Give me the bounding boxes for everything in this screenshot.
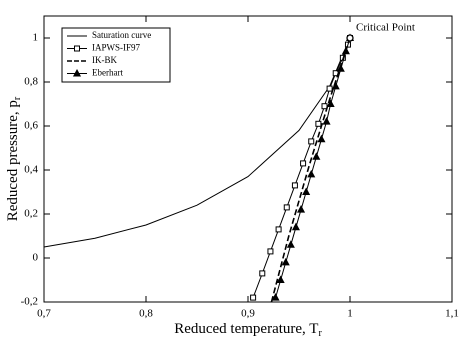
series-line xyxy=(270,37,351,303)
critical-point xyxy=(346,34,354,42)
series-line xyxy=(275,37,351,298)
x-tick-label: 0,9 xyxy=(241,308,255,320)
triangle-marker xyxy=(317,134,326,143)
x-tick-label: 1 xyxy=(347,308,353,320)
square-marker xyxy=(250,294,257,301)
legend-label: IK-BK xyxy=(92,55,117,65)
triangle-marker xyxy=(276,275,285,283)
triangle-marker xyxy=(281,257,290,266)
y-tick-label: 1 xyxy=(33,32,39,44)
x-axis-label-sub: r xyxy=(318,328,322,339)
y-axis-label: Reduced pressure, pr xyxy=(5,96,23,221)
square-marker xyxy=(291,182,298,189)
triangle-marker xyxy=(302,187,311,195)
x-tick-label: 1,1 xyxy=(445,308,459,320)
triangle-marker xyxy=(341,46,350,55)
triangle-marker xyxy=(307,169,316,178)
square-marker xyxy=(283,204,290,211)
triangle-marker xyxy=(322,117,331,125)
y-axis-label-sub: r xyxy=(12,96,23,100)
triangle-marker xyxy=(331,81,340,90)
square-marker xyxy=(267,248,274,255)
triangle-marker xyxy=(297,205,306,213)
legend-label: Saturation curve xyxy=(92,30,151,40)
series-line xyxy=(43,37,351,248)
x-axis-label: Reduced temperature, Tr xyxy=(174,321,322,339)
triangle-marker xyxy=(286,240,295,248)
y-tick-label: -0,2 xyxy=(21,296,38,308)
square-marker xyxy=(74,45,80,52)
y-tick-label: 0,2 xyxy=(24,208,38,220)
series-line xyxy=(252,37,351,298)
square-marker xyxy=(326,85,333,92)
triangle-marker xyxy=(326,99,335,107)
square-marker xyxy=(315,120,322,127)
triangle-marker xyxy=(72,68,82,77)
y-tick-label: 0,4 xyxy=(24,164,38,176)
legend-label: IAPWS-IF97 xyxy=(92,43,141,53)
triangle-marker xyxy=(336,64,345,72)
triangle-marker xyxy=(271,293,280,301)
legend-label: Eberhart xyxy=(92,68,123,78)
square-marker xyxy=(259,270,266,277)
x-axis-label-text: Reduced temperature, T xyxy=(174,321,318,337)
x-tick-label: 0,7 xyxy=(37,308,51,320)
triangle-marker xyxy=(312,152,321,160)
square-marker xyxy=(275,226,282,233)
triangle-marker xyxy=(291,222,300,231)
y-tick-label: 0 xyxy=(33,252,39,264)
y-tick-label: 0,8 xyxy=(24,76,38,88)
square-marker xyxy=(308,138,315,145)
critical-point-label: Critical Point xyxy=(356,22,415,34)
y-tick-label: 0,6 xyxy=(24,120,38,132)
y-axis-label-text: Reduced pressure, p xyxy=(5,100,21,221)
square-marker xyxy=(300,160,307,167)
x-tick-label: 0,8 xyxy=(139,308,153,320)
